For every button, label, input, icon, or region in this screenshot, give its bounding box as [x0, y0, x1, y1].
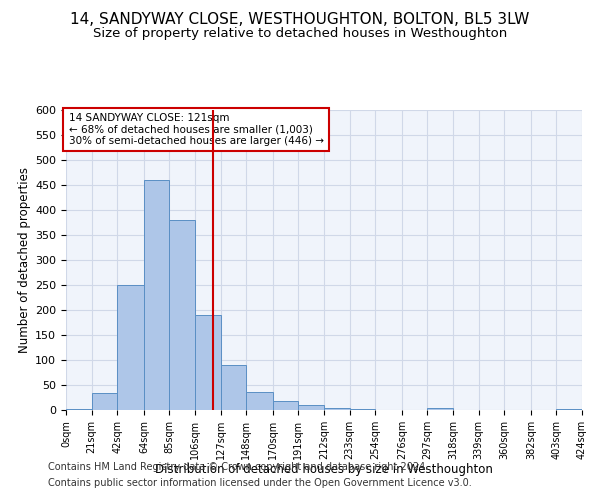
- Bar: [195, 315, 221, 410]
- Y-axis label: Number of detached properties: Number of detached properties: [18, 167, 31, 353]
- Bar: [246, 392, 273, 410]
- Bar: [92, 392, 117, 410]
- Text: Contains public sector information licensed under the Open Government Licence v3: Contains public sector information licen…: [48, 478, 472, 488]
- Bar: [144, 180, 169, 410]
- Text: Contains HM Land Registry data © Crown copyright and database right 2024.: Contains HM Land Registry data © Crown c…: [48, 462, 428, 472]
- Bar: [324, 408, 350, 410]
- Text: 14, SANDYWAY CLOSE, WESTHOUGHTON, BOLTON, BL5 3LW: 14, SANDYWAY CLOSE, WESTHOUGHTON, BOLTON…: [70, 12, 530, 28]
- Bar: [169, 220, 195, 410]
- Text: Size of property relative to detached houses in Westhoughton: Size of property relative to detached ho…: [93, 28, 507, 40]
- Bar: [66, 408, 92, 410]
- Bar: [117, 285, 144, 410]
- X-axis label: Distribution of detached houses by size in Westhoughton: Distribution of detached houses by size …: [155, 464, 493, 476]
- Bar: [350, 409, 375, 410]
- Bar: [298, 404, 324, 410]
- Text: 14 SANDYWAY CLOSE: 121sqm
← 68% of detached houses are smaller (1,003)
30% of se: 14 SANDYWAY CLOSE: 121sqm ← 68% of detac…: [68, 113, 323, 146]
- Bar: [556, 409, 582, 410]
- Bar: [427, 408, 453, 410]
- Bar: [273, 401, 298, 410]
- Bar: [221, 365, 246, 410]
